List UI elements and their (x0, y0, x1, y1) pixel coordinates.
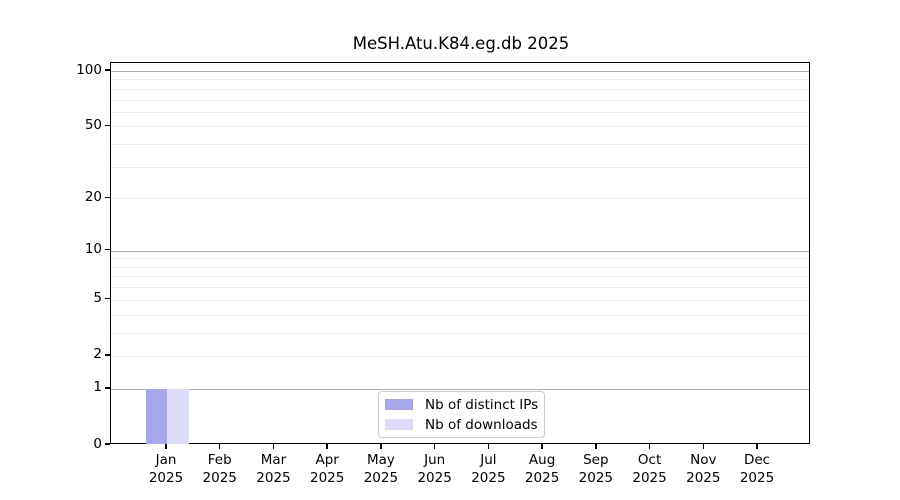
x-tick-mark (219, 444, 221, 449)
y-tick-label: 1 (93, 379, 102, 396)
y-tick-mark (105, 248, 110, 251)
x-tick-year: 2025 (578, 469, 613, 486)
y-tick-label: 0 (93, 435, 102, 452)
y-tick-mark (105, 387, 110, 389)
x-tick-label: Mar 2025 (243, 452, 303, 487)
minor-gridline (111, 198, 809, 200)
minor-gridline (111, 144, 809, 146)
legend-swatch-distinct-ips (385, 399, 413, 410)
x-tick-year: 2025 (632, 469, 667, 486)
legend-label-downloads: Nb of downloads (425, 416, 538, 433)
minor-gridline (111, 258, 809, 260)
x-tick-label: Nov 2025 (673, 452, 733, 487)
minor-gridline (111, 88, 809, 90)
minor-gridline (111, 166, 809, 168)
y-tick-label: 2 (93, 346, 102, 363)
y-tick-mark (105, 196, 110, 198)
y-tick-mark (105, 124, 110, 127)
legend-label-distinct-ips: Nb of distinct IPs (425, 396, 539, 413)
x-tick-mark (165, 444, 167, 449)
x-tick-year: 2025 (202, 469, 237, 486)
x-tick-mark (380, 444, 382, 449)
y-tick-label: 50 (84, 116, 102, 133)
minor-gridline (111, 266, 809, 268)
x-tick-mark (541, 444, 543, 449)
x-tick-year: 2025 (256, 469, 291, 486)
x-tick-label: May 2025 (351, 452, 411, 487)
x-tick-year: 2025 (686, 469, 721, 486)
minor-gridline (111, 287, 809, 289)
minor-gridline (111, 99, 809, 101)
x-tick-mark (756, 444, 758, 449)
x-tick-label: Oct 2025 (620, 452, 680, 487)
bar-downloads (167, 388, 189, 444)
x-tick-year: 2025 (363, 469, 399, 486)
y-tick-label: 100 (76, 61, 102, 78)
x-tick-year: 2025 (148, 469, 184, 486)
minor-gridline (111, 299, 809, 301)
y-tick-mark (105, 298, 110, 300)
x-tick-label: Jan 2025 (136, 452, 196, 487)
minor-gridline (111, 79, 809, 81)
legend: Nb of distinct IPs Nb of downloads (378, 391, 545, 438)
minor-gridline (111, 111, 809, 113)
y-tick-mark (105, 354, 110, 356)
x-tick-label: Apr 2025 (297, 452, 357, 487)
y-tick-label: 20 (84, 188, 102, 205)
x-tick-label: Jul 2025 (458, 452, 518, 487)
chart-title: MeSH.Atu.K84.eg.db 2025 (352, 34, 570, 53)
x-tick-mark (595, 444, 597, 449)
x-tick-mark (433, 444, 436, 449)
minor-gridline (111, 314, 809, 316)
x-tick-label: Jun 2025 (405, 452, 465, 487)
y-tick-mark (105, 69, 110, 71)
minor-gridline (111, 332, 809, 334)
y-tick-label: 5 (93, 290, 102, 307)
major-gridline (111, 388, 809, 390)
y-tick-label: 10 (84, 241, 102, 258)
x-tick-year: 2025 (524, 469, 560, 486)
minor-gridline (111, 276, 809, 278)
major-gridline (111, 71, 809, 72)
x-tick-year: 2025 (310, 469, 345, 486)
x-tick-mark (702, 444, 704, 449)
x-tick-mark (326, 444, 328, 449)
minor-gridline (111, 126, 809, 128)
bar-distinct-ips (145, 388, 167, 444)
x-tick-label: Feb 2025 (190, 452, 250, 487)
x-tick-label: Sep 2025 (566, 452, 626, 487)
major-gridline (111, 250, 809, 252)
x-tick-label: Aug 2025 (512, 452, 572, 487)
x-tick-mark (272, 444, 275, 449)
x-tick-label: Dec 2025 (727, 452, 787, 487)
plot-area (110, 62, 810, 444)
x-tick-year: 2025 (471, 469, 506, 486)
minor-gridline (111, 355, 809, 357)
legend-entry-distinct-ips: Nb of distinct IPs (385, 396, 539, 413)
y-tick-mark (105, 443, 110, 445)
x-tick-mark (648, 444, 651, 449)
x-tick-mark (487, 444, 490, 449)
x-tick-year: 2025 (739, 469, 775, 486)
legend-entry-downloads: Nb of downloads (385, 416, 538, 433)
x-tick-year: 2025 (417, 469, 452, 486)
legend-swatch-downloads (385, 419, 413, 430)
